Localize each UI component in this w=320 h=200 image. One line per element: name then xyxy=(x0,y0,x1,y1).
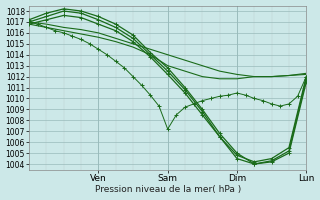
X-axis label: Pression niveau de la mer( hPa ): Pression niveau de la mer( hPa ) xyxy=(94,185,241,194)
